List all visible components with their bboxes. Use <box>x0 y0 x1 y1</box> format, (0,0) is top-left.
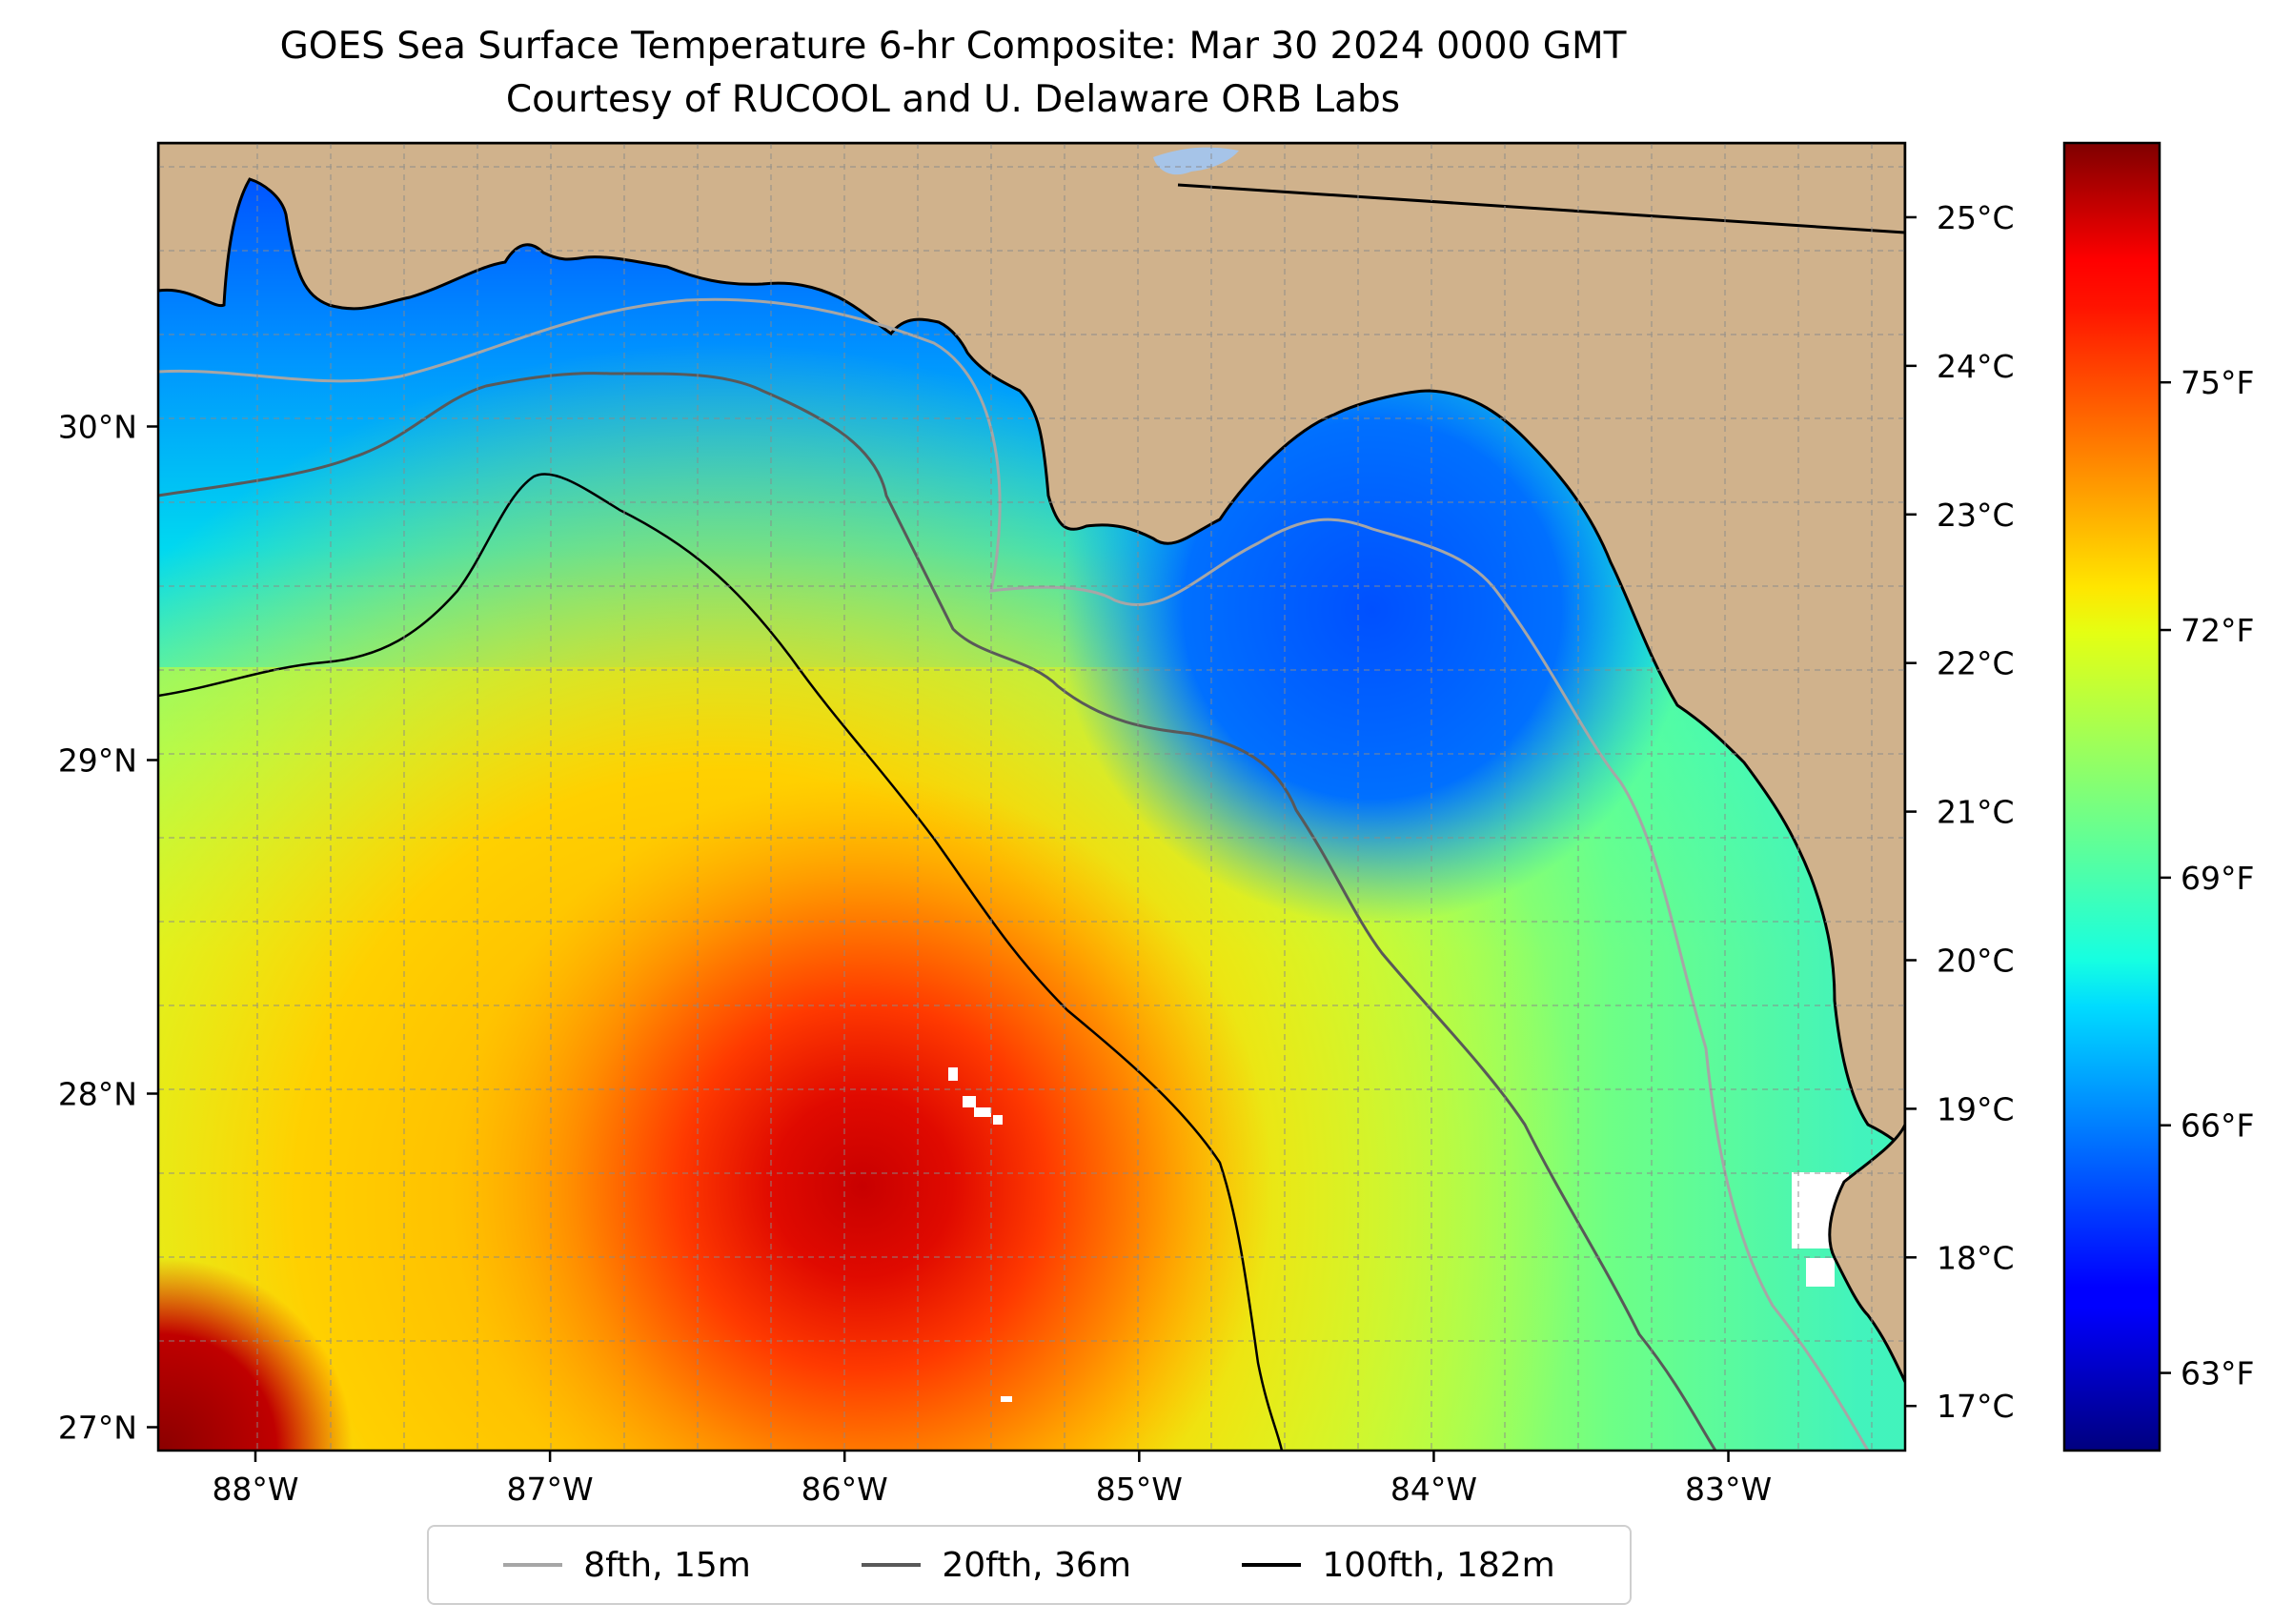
colorbar-celsius-axis: 17°C 18°C 19°C 20°C 21°C 22°C 23°C 24°C 25°C <box>1905 199 2015 1425</box>
chart-title-line2: Courtesy of RUCOOL and U. Delaware ORB L… <box>505 78 1401 121</box>
fahrenheit-tick-label-0: 63°F <box>2181 1355 2254 1392</box>
longitude-axis: 88°W 87°W 86°W 85°W 84°W 83°W <box>212 1451 1772 1508</box>
lon-tick-label-0: 88°W <box>212 1471 298 1508</box>
celsius-tick-label-7: 24°C <box>1937 348 2015 385</box>
legend: 8fth, 15m 20fth, 36m 100fth, 182m <box>427 1525 1632 1605</box>
celsius-tick-label-8: 25°C <box>1937 199 2015 236</box>
land-area <box>158 143 1905 1154</box>
legend-swatch-1 <box>862 1563 922 1567</box>
legend-label-0: 8fth, 15m <box>583 1545 751 1585</box>
celsius-tick-label-3: 20°C <box>1937 943 2015 980</box>
fahrenheit-tick-label-2: 69°F <box>2181 860 2254 897</box>
state-boundary <box>1177 183 1905 234</box>
contour-8fth <box>158 297 1870 1451</box>
legend-label-1: 20fth, 36m <box>942 1545 1131 1585</box>
lon-tick-label-4: 84°W <box>1390 1471 1477 1508</box>
lon-tick-label-5: 83°W <box>1685 1471 1772 1508</box>
lon-tick-label-2: 86°W <box>802 1471 888 1508</box>
lake <box>1153 147 1239 175</box>
celsius-tick-label-5: 22°C <box>1937 645 2015 682</box>
colorbar <box>2062 141 2161 1452</box>
lat-tick-label-3: 30°N <box>58 409 137 446</box>
gridlines <box>158 143 1905 1451</box>
fahrenheit-tick-label-4: 75°F <box>2181 364 2254 401</box>
lat-tick-label-1: 28°N <box>58 1076 137 1113</box>
celsius-tick-label-4: 21°C <box>1937 794 2015 831</box>
map-frame <box>156 141 1907 1452</box>
latitude-axis: 27°N 28°N 29°N 30°N <box>58 409 158 1447</box>
legend-swatch-0 <box>503 1563 563 1567</box>
celsius-tick-label-2: 19°C <box>1937 1090 2015 1127</box>
legend-item-0: 8fth, 15m <box>503 1546 751 1585</box>
lon-tick-label-3: 85°W <box>1096 1471 1183 1508</box>
lat-tick-label-0: 27°N <box>58 1410 137 1447</box>
contour-20fth <box>158 372 1717 1451</box>
lon-tick-label-1: 87°W <box>507 1471 594 1508</box>
sst-field <box>158 143 1905 1451</box>
celsius-tick-label-1: 18°C <box>1937 1239 2015 1276</box>
chart-title-line1: GOES Sea Surface Temperature 6-hr Compos… <box>279 25 1627 68</box>
legend-swatch-2 <box>1242 1563 1302 1567</box>
legend-label-2: 100fth, 182m <box>1322 1545 1555 1585</box>
contour-100fth <box>158 473 1284 1451</box>
lat-tick-label-2: 29°N <box>58 742 137 780</box>
colorbar-fahrenheit-axis: 63°F 66°F 69°F 72°F 75°F <box>2160 364 2254 1392</box>
celsius-tick-label-0: 17°C <box>1937 1388 2015 1425</box>
legend-item-2: 100fth, 182m <box>1242 1545 1555 1585</box>
fahrenheit-tick-label-3: 72°F <box>2181 612 2254 649</box>
celsius-tick-label-6: 23°C <box>1937 497 2015 534</box>
legend-item-1: 20fth, 36m <box>862 1546 1131 1585</box>
land-area-south <box>1828 1124 1905 1383</box>
fahrenheit-tick-label-1: 66°F <box>2181 1107 2254 1145</box>
